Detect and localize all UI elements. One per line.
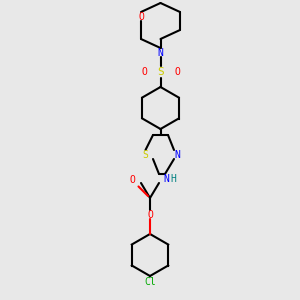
Text: O: O: [174, 67, 180, 77]
Text: N: N: [174, 149, 180, 160]
Text: H: H: [170, 173, 176, 184]
Text: N: N: [164, 173, 169, 184]
Text: O: O: [147, 209, 153, 220]
Text: O: O: [141, 67, 147, 77]
Text: N: N: [158, 47, 164, 58]
Text: S: S: [157, 67, 164, 77]
Text: Cl: Cl: [144, 277, 156, 287]
Text: O: O: [129, 175, 135, 185]
Text: O: O: [138, 11, 144, 22]
Text: S: S: [142, 149, 148, 160]
